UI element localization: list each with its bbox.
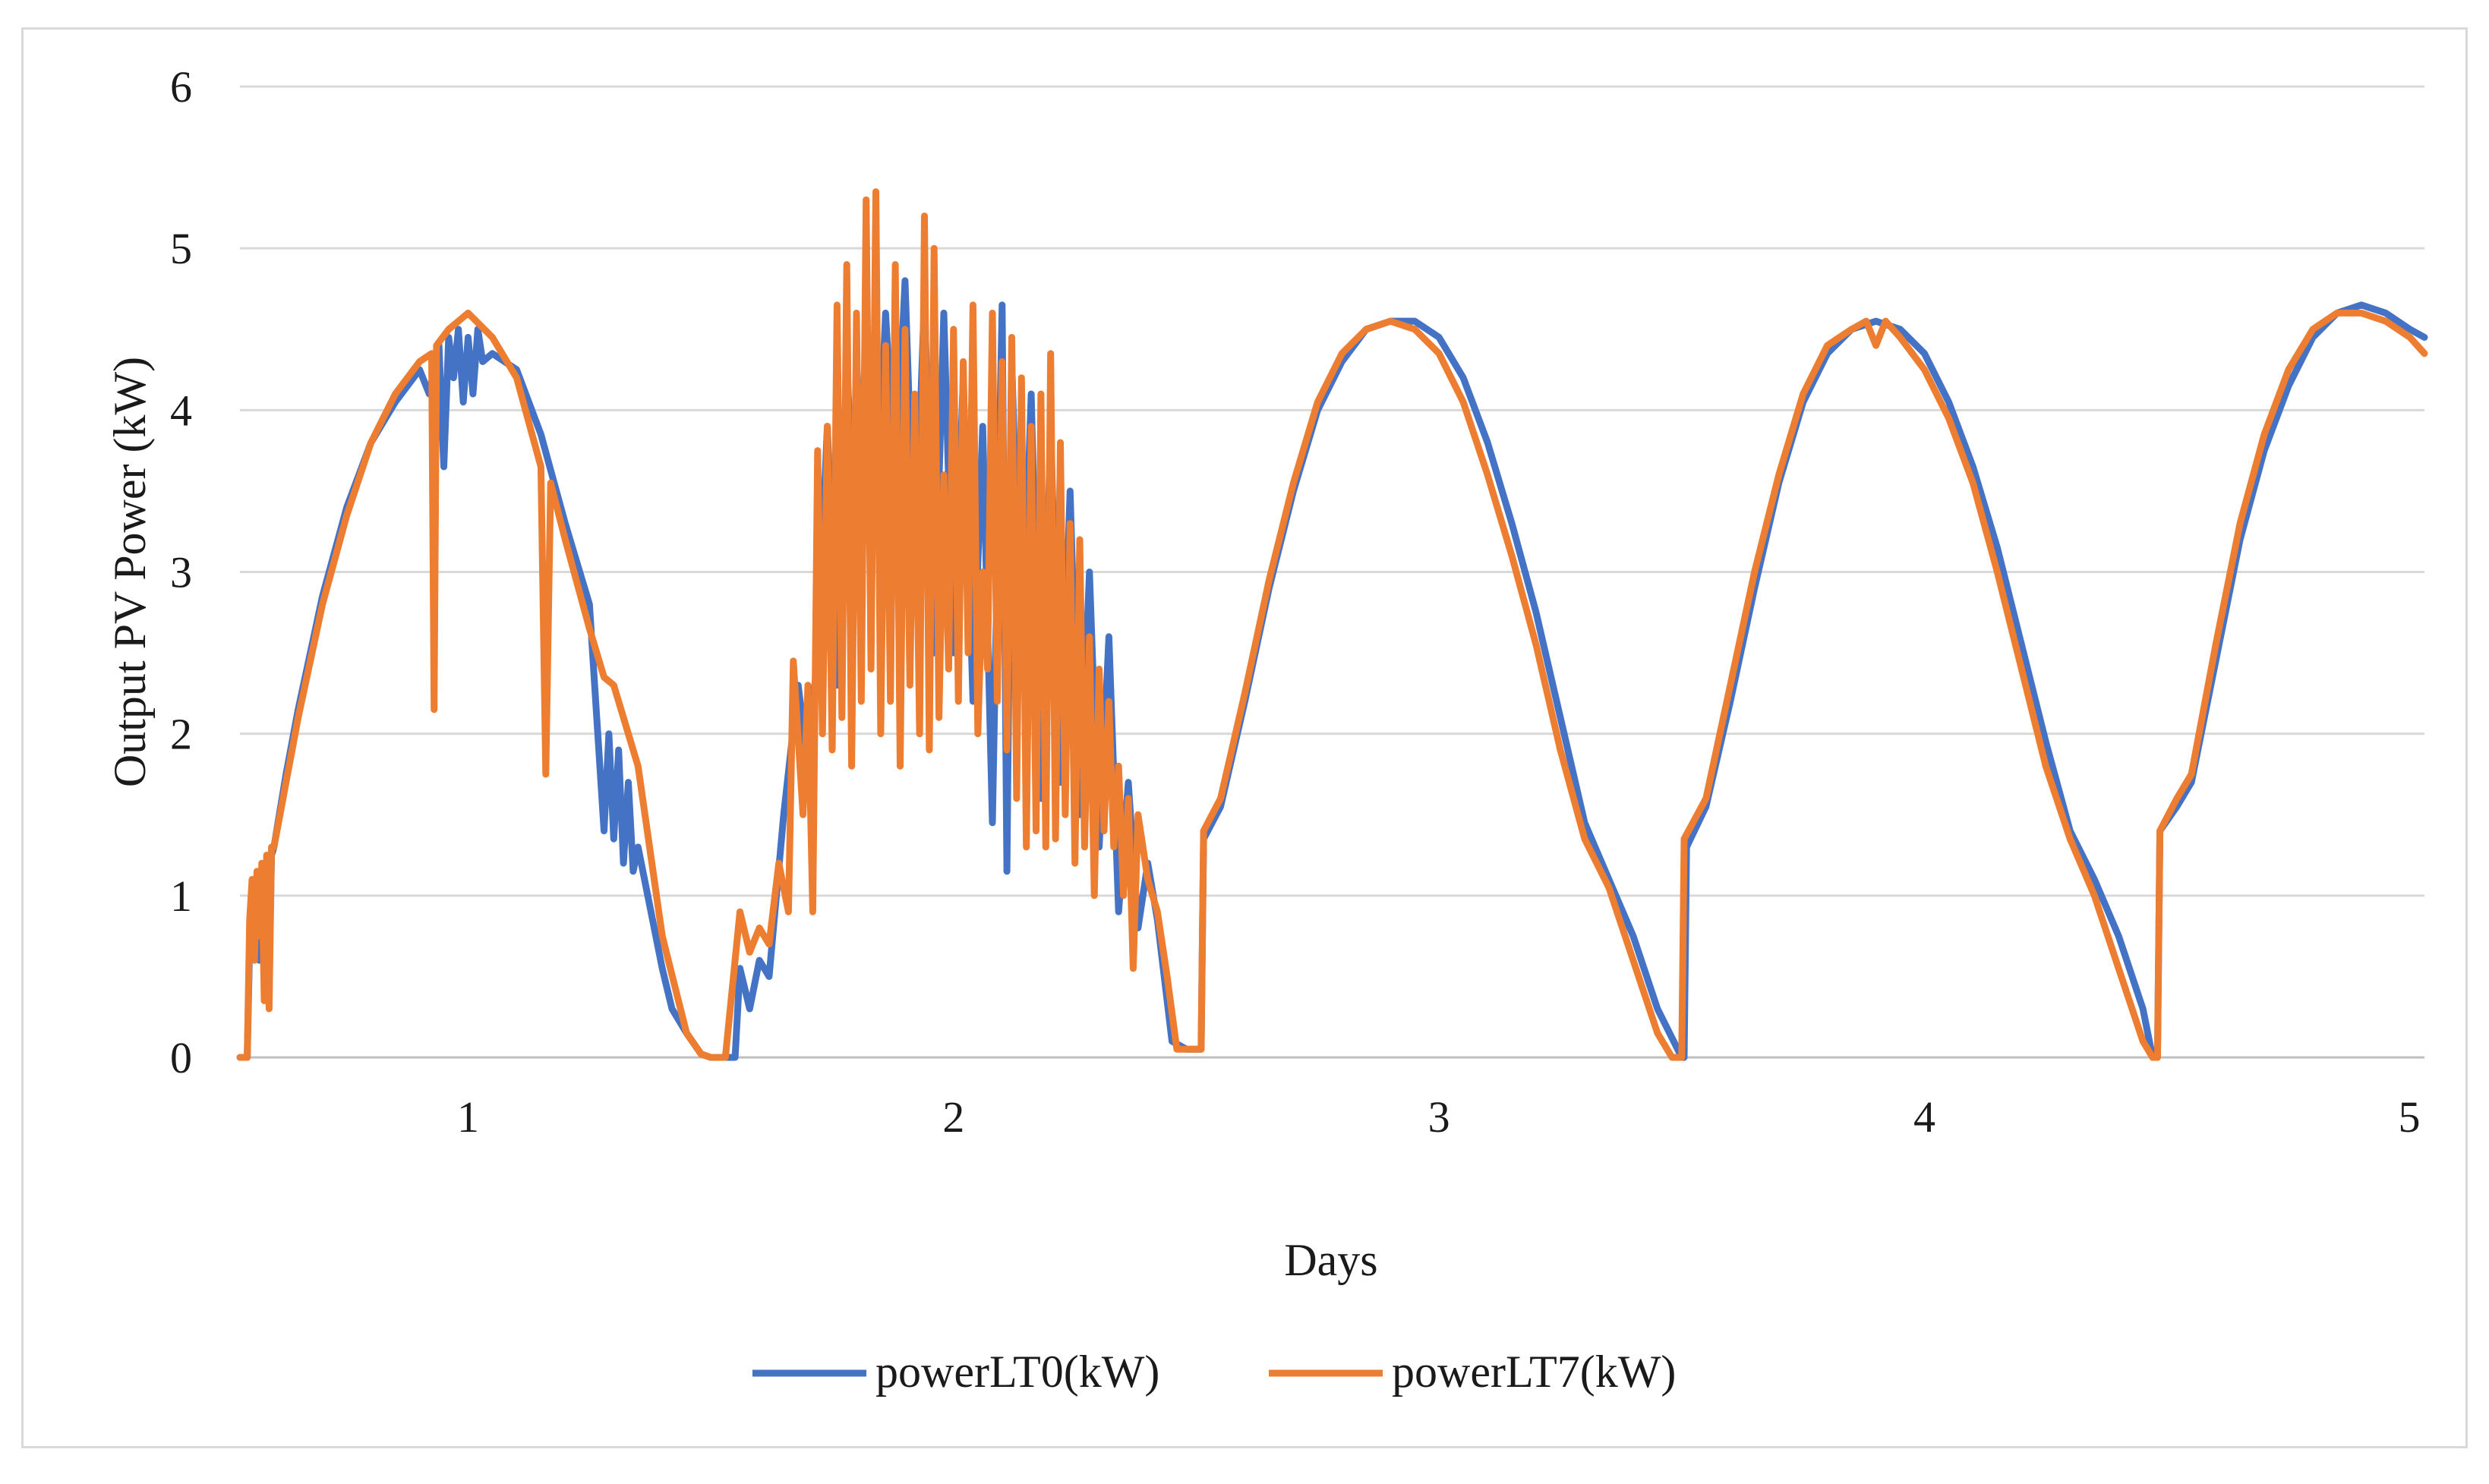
y-tick-label: 0 [170, 1033, 192, 1082]
y-tick-label: 6 [170, 62, 192, 112]
legend: powerLT0(kW) powerLT7(kW) [752, 1347, 1676, 1397]
x-tick-labels: 1 2 3 4 5 [457, 1092, 2421, 1142]
legend-item-powerLT0[interactable]: powerLT0(kW) [752, 1347, 1159, 1397]
y-tick-label: 3 [170, 548, 192, 597]
legend-label-powerLT0: powerLT0(kW) [875, 1347, 1159, 1397]
y-axis-title: Output PV Power (kW) [105, 357, 155, 787]
series-lines [236, 188, 2428, 1061]
x-tick-label: 1 [457, 1092, 479, 1142]
y-tick-label: 5 [170, 224, 192, 273]
legend-item-powerLT7[interactable]: powerLT7(kW) [1269, 1347, 1676, 1397]
y-tick-label: 4 [170, 386, 192, 435]
y-tick-labels: 0 1 2 3 4 5 6 [170, 62, 192, 1082]
legend-label-powerLT7: powerLT7(kW) [1392, 1347, 1676, 1397]
y-tick-label: 1 [170, 871, 192, 921]
grid-lines [240, 85, 2424, 1059]
x-tick-label: 3 [1428, 1092, 1450, 1142]
x-tick-label: 4 [1913, 1092, 1935, 1142]
x-axis-title: Days [1284, 1235, 1377, 1285]
series-line-powerlt7-kw- [236, 188, 2428, 1061]
y-tick-label: 2 [170, 710, 192, 759]
x-tick-label: 5 [2399, 1092, 2421, 1142]
x-tick-label: 2 [942, 1092, 964, 1142]
series-line-powerlt0-kw- [236, 277, 2428, 1061]
